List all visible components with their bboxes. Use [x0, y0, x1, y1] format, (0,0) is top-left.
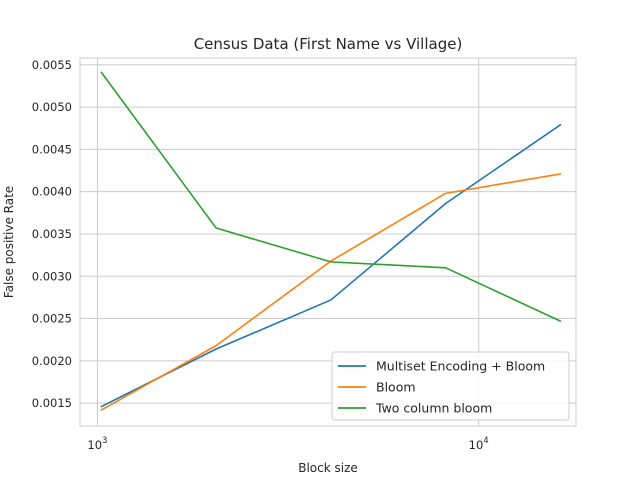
- x-axis-ticks: 103 104: [87, 436, 488, 452]
- x-tick-label: 104: [469, 436, 489, 452]
- legend-label: Two column bloom: [375, 401, 492, 416]
- series-line-2: [100, 173, 562, 411]
- chart-title: Census Data (First Name vs Village): [194, 35, 463, 53]
- y-tick-label: 0.0050: [32, 100, 72, 114]
- plot-frame: [79, 57, 577, 427]
- x-tick-base: 10: [87, 438, 102, 452]
- x-tick-exponent: 3: [102, 436, 107, 446]
- legend-label: Multiset Encoding + Bloom: [376, 359, 545, 374]
- y-tick-label: 0.0020: [32, 354, 72, 368]
- y-axis-ticks: 0.0015 0.0020 0.0025 0.0030 0.0035 0.0040 0.00…: [32, 58, 72, 410]
- legend-label: Bloom: [376, 380, 416, 395]
- y-tick-label: 0.0035: [32, 227, 72, 241]
- y-tick-label: 0.0055: [32, 58, 72, 72]
- legend-box: [331, 351, 570, 421]
- legend: Multiset Encoding + Bloom Bloom Two column…: [331, 351, 570, 421]
- series-lines: [100, 71, 562, 411]
- y-tick-label: 0.0030: [32, 269, 72, 283]
- x-tick-base: 10: [469, 438, 484, 452]
- series-line-3: [100, 71, 562, 322]
- y-tick-label: 0.0040: [32, 185, 72, 199]
- y-tick-label: 0.0025: [32, 312, 72, 326]
- x-tick-exponent: 4: [483, 436, 488, 446]
- y-tick-label: 0.0045: [32, 142, 72, 156]
- y-axis-label: False positive Rate: [2, 186, 16, 298]
- y-tick-label: 0.0015: [32, 396, 72, 410]
- series-line-1: [100, 124, 562, 408]
- x-axis-label: Block size: [298, 461, 358, 475]
- x-tick-label: 103: [87, 436, 107, 452]
